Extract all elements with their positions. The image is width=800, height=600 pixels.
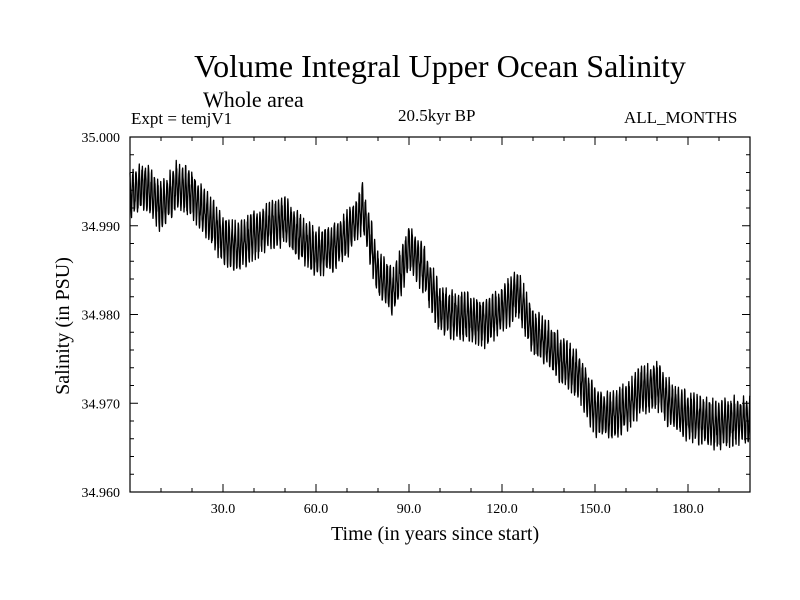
x-tick-label: 180.0 bbox=[672, 502, 704, 517]
y-tick-label: 34.990 bbox=[82, 220, 121, 235]
y-axis-label: Salinity (in PSU) bbox=[52, 257, 74, 395]
x-tick-label: 90.0 bbox=[397, 502, 422, 517]
chart-subtitle: Whole area bbox=[203, 87, 304, 112]
x-tick-label: 30.0 bbox=[211, 502, 236, 517]
chart-title: Volume Integral Upper Ocean Salinity bbox=[194, 48, 686, 84]
plot-frame bbox=[129, 136, 751, 493]
y-tick-label: 34.960 bbox=[82, 486, 121, 501]
period-label: 20.5kyr BP bbox=[398, 106, 476, 125]
y-tick-label: 34.980 bbox=[82, 309, 121, 324]
y-tick-label: 34.970 bbox=[82, 397, 121, 412]
tick-marks bbox=[130, 137, 750, 492]
x-tick-label: 120.0 bbox=[486, 502, 518, 517]
series-layer bbox=[129, 159, 751, 451]
tick-labels: 30.0 60.0 90.0 120.0 150.0 180.0 34.960 34.970 3… bbox=[82, 131, 704, 517]
x-tick-label: 150.0 bbox=[579, 502, 611, 517]
experiment-label: Expt = temjV1 bbox=[131, 109, 233, 128]
months-label: ALL_MONTHS bbox=[624, 108, 738, 127]
x-axis-label: Time (in years since start) bbox=[331, 523, 540, 545]
y-tick-label: 35.000 bbox=[82, 131, 121, 146]
x-tick-label: 60.0 bbox=[304, 502, 329, 517]
salinity-series-line bbox=[129, 159, 751, 451]
